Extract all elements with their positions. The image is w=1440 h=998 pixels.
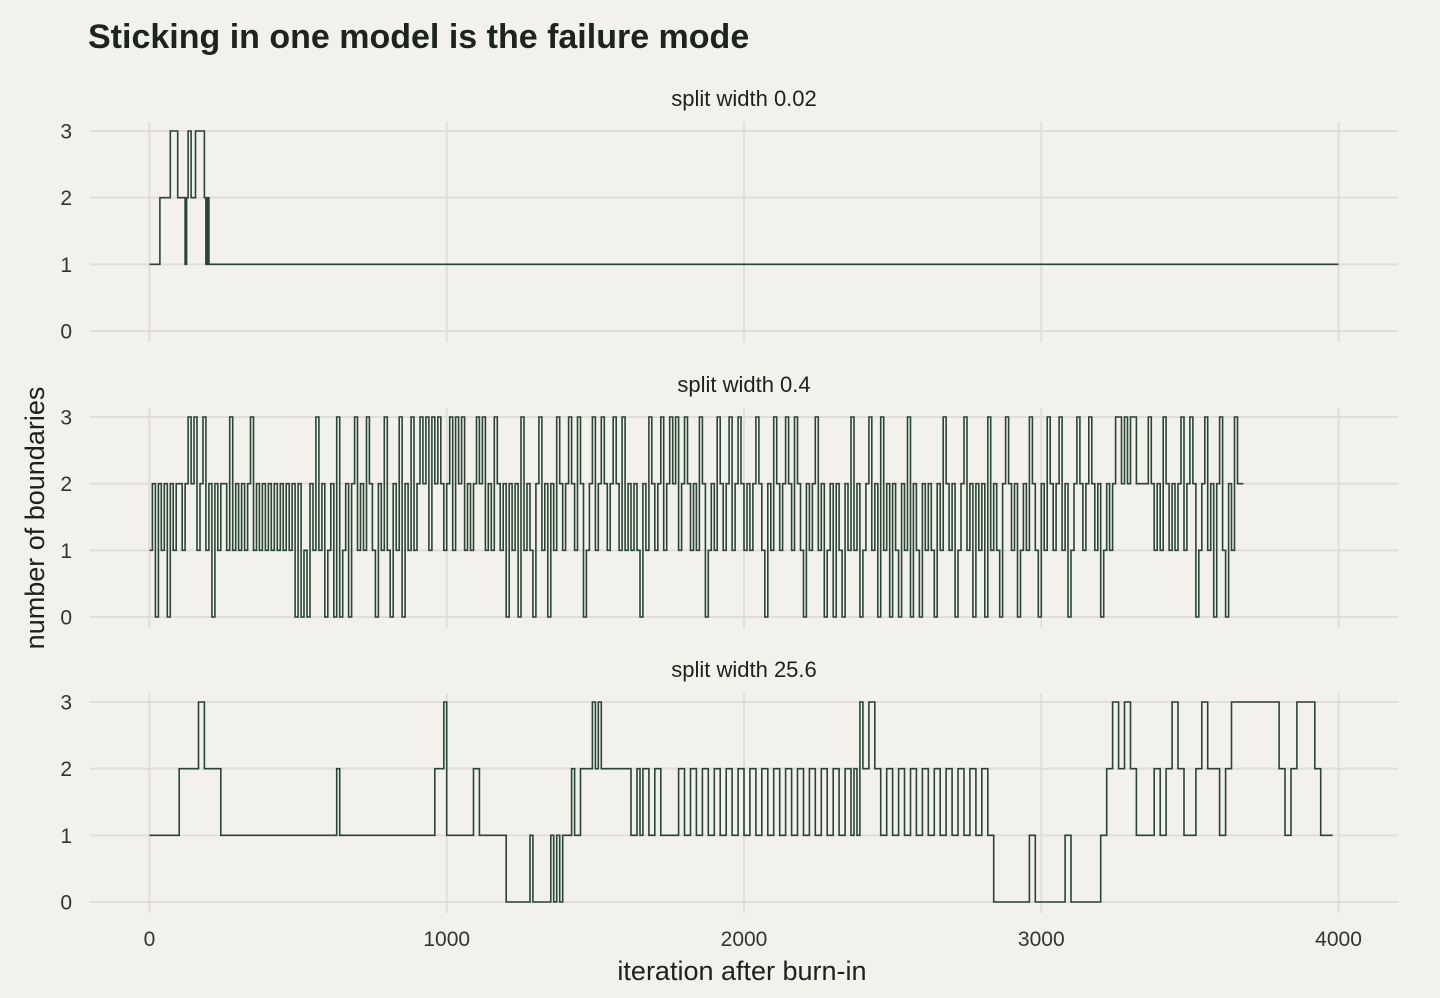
y-axis-title: number of boundaries	[20, 387, 50, 650]
trace-series	[149, 416, 1244, 618]
y-tick-label: 1	[60, 825, 72, 848]
y-tick-label: 3	[60, 692, 72, 715]
y-tick-label: 0	[60, 892, 72, 915]
x-tick-label: 0	[144, 928, 156, 951]
facet-strip-label: split width 0.02	[671, 86, 817, 111]
trace-series	[149, 701, 1333, 903]
x-tick-label: 3000	[1018, 928, 1065, 951]
x-axis-title: iteration after burn-in	[617, 956, 866, 986]
y-tick-label: 0	[60, 607, 72, 630]
facet-panel: split width 0.4 0 1 2 3	[60, 372, 1398, 630]
trace-series	[149, 130, 1339, 266]
x-tick-label: 4000	[1315, 928, 1362, 951]
y-tick-label: 3	[60, 121, 72, 144]
y-tick-label: 3	[60, 407, 72, 430]
x-tick-label: 1000	[423, 928, 470, 951]
x-tick-label: 2000	[721, 928, 768, 951]
facet-panel: split width 25.6 0 1 2 3	[60, 657, 1398, 915]
y-tick-label: 1	[60, 254, 72, 277]
y-tick-label: 2	[60, 473, 72, 496]
y-tick-label: 2	[60, 187, 72, 210]
facet-strip-label: split width 25.6	[671, 657, 817, 682]
facet-panel: split width 0.02 0 1 2 3	[60, 86, 1398, 344]
y-tick-label: 0	[60, 321, 72, 344]
facet-strip-label: split width 0.4	[677, 372, 810, 397]
y-tick-label: 2	[60, 758, 72, 781]
chart-title: Sticking in one model is the failure mod…	[88, 18, 749, 56]
y-tick-label: 1	[60, 540, 72, 563]
